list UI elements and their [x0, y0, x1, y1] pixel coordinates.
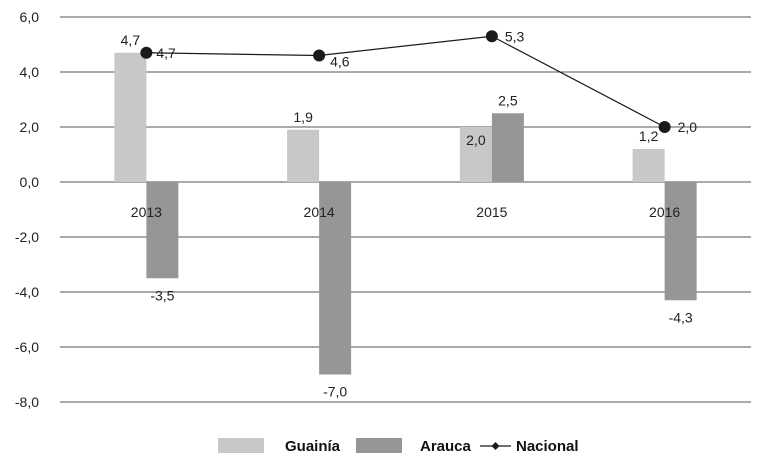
point-nacional — [313, 49, 326, 62]
legend-label-arauca: Arauca — [420, 438, 472, 455]
y-tick-label: -2,0 — [15, 229, 39, 245]
x-tick-label: 2013 — [131, 204, 162, 220]
bar-arauca — [146, 182, 179, 279]
bar-guainia — [632, 149, 665, 182]
bar-guainia — [459, 127, 492, 182]
data-label-guainia: 1,9 — [293, 109, 313, 125]
bars — [114, 52, 697, 375]
data-label-guainia: 2,0 — [466, 132, 486, 148]
data-label-nacional: 4,6 — [330, 54, 350, 70]
y-tick-label: 4,0 — [20, 64, 40, 80]
y-tick-label: -6,0 — [15, 339, 39, 355]
point-nacional — [658, 121, 671, 133]
x-axis-ticks: 2013 2014 2015 2016 — [131, 204, 681, 220]
y-tick-label: 0,0 — [20, 174, 40, 190]
bar-arauca — [664, 182, 697, 301]
legend-swatch-arauca — [356, 438, 402, 453]
data-label-guainia: 4,7 — [121, 32, 141, 48]
y-tick-label: 6,0 — [20, 9, 40, 25]
data-label-nacional: 4,7 — [156, 45, 176, 61]
x-tick-label: 2015 — [476, 204, 507, 220]
legend: Guainía Arauca Nacional — [218, 438, 579, 455]
data-labels: 4,7 1,9 2,0 1,2 -3,5 -7,0 2,5 -4,3 4,7 4,6 5,3 2,0 — [121, 28, 698, 399]
bar-guainia — [287, 129, 320, 182]
x-tick-label: 2016 — [649, 204, 680, 220]
legend-marker-nacional — [491, 442, 500, 450]
legend-label-nacional: Nacional — [516, 438, 579, 455]
nacional-line — [140, 30, 671, 133]
legend-swatch-guainia — [218, 438, 264, 453]
y-tick-label: -8,0 — [15, 394, 39, 410]
point-nacional — [140, 46, 153, 59]
data-label-arauca: -3,5 — [150, 287, 174, 303]
data-label-nacional: 5,3 — [505, 28, 525, 44]
y-tick-label: 2,0 — [20, 119, 40, 135]
data-label-nacional: 2,0 — [678, 119, 698, 135]
data-label-arauca: 2,5 — [498, 92, 518, 108]
x-tick-label: 2014 — [304, 204, 335, 220]
legend-label-guainia: Guainía — [285, 438, 341, 455]
data-label-arauca: -4,3 — [669, 309, 693, 325]
bar-arauca — [491, 113, 524, 182]
bar-guainia — [114, 52, 147, 182]
line-nacional — [146, 35, 665, 128]
y-tick-label: -4,0 — [15, 284, 39, 300]
data-label-guainia: 1,2 — [639, 128, 659, 144]
data-label-arauca: -7,0 — [323, 384, 347, 400]
y-axis-ticks: 6,0 4,0 2,0 0,0 -2,0 -4,0 -6,0 -8,0 — [15, 9, 39, 410]
bar-arauca — [319, 182, 352, 375]
point-nacional — [485, 30, 498, 43]
